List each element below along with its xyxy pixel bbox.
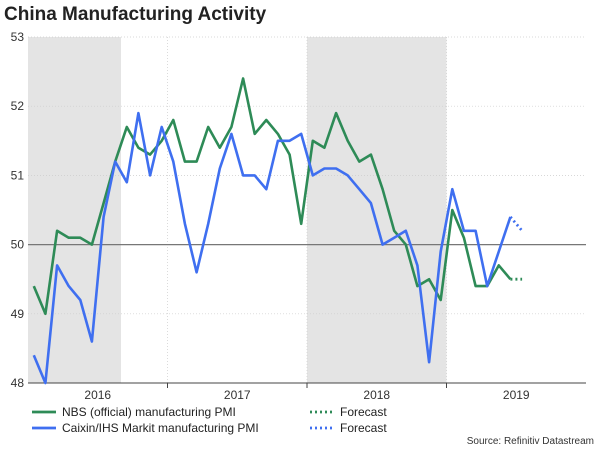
y-tick-label: 49 <box>11 307 25 321</box>
series-lines <box>32 77 524 385</box>
y-tick-label: 50 <box>11 238 25 252</box>
legend-label-1: Forecast <box>340 405 387 419</box>
x-tick-label-2019: 2019 <box>503 388 530 402</box>
x-tick-label-2018: 2018 <box>363 388 390 402</box>
shaded-periods <box>28 37 447 383</box>
shaded-period-0 <box>28 37 121 383</box>
legend-label-3: Forecast <box>340 421 387 435</box>
y-tick-label: 52 <box>11 99 25 113</box>
series-line-3 <box>509 215 524 232</box>
source-note: Source: Refinitiv Datastream <box>467 436 594 447</box>
legend-label-0: NBS (official) manufacturing PMI <box>62 405 236 419</box>
series-line-2 <box>32 111 512 385</box>
y-tick-label: 53 <box>11 30 25 44</box>
y-tick-label: 48 <box>11 376 25 390</box>
chart-title: China Manufacturing Activity <box>4 4 267 25</box>
y-axis: 48 49 50 51 52 53 <box>11 30 25 390</box>
legend: NBS (official) manufacturing PMI Forecast… <box>32 405 387 435</box>
x-tick-label-2017: 2017 <box>224 388 251 402</box>
y-tick-label: 51 <box>11 168 25 182</box>
shaded-period-1 <box>307 37 447 383</box>
x-axis: 2016 2017 2018 2019 <box>28 382 586 402</box>
x-tick-label-2016: 2016 <box>84 388 111 402</box>
legend-label-2: Caixin/IHS Markit manufacturing PMI <box>62 421 259 435</box>
